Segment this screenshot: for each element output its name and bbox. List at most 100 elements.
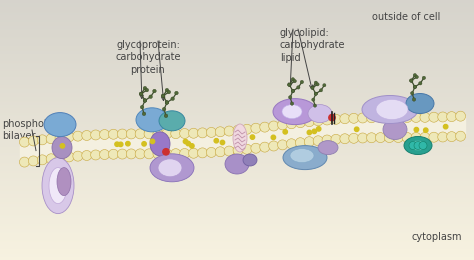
Circle shape bbox=[447, 132, 456, 142]
Circle shape bbox=[414, 127, 419, 132]
Circle shape bbox=[100, 150, 109, 160]
Circle shape bbox=[331, 114, 341, 124]
Circle shape bbox=[100, 129, 109, 140]
Circle shape bbox=[82, 131, 92, 140]
Circle shape bbox=[297, 86, 300, 89]
Circle shape bbox=[73, 151, 83, 161]
Circle shape bbox=[402, 113, 412, 122]
Ellipse shape bbox=[233, 124, 247, 152]
Circle shape bbox=[384, 133, 394, 142]
Circle shape bbox=[393, 113, 403, 122]
Circle shape bbox=[28, 156, 38, 166]
Circle shape bbox=[278, 120, 288, 130]
Circle shape bbox=[283, 130, 287, 134]
Circle shape bbox=[291, 77, 295, 81]
Circle shape bbox=[323, 84, 326, 87]
Circle shape bbox=[422, 76, 426, 80]
Circle shape bbox=[414, 141, 422, 149]
Ellipse shape bbox=[150, 154, 194, 182]
Circle shape bbox=[286, 119, 296, 129]
Ellipse shape bbox=[159, 111, 185, 131]
Circle shape bbox=[180, 148, 190, 159]
Circle shape bbox=[118, 129, 128, 139]
Circle shape bbox=[251, 143, 261, 153]
Circle shape bbox=[313, 104, 317, 107]
Circle shape bbox=[438, 112, 448, 122]
Circle shape bbox=[150, 139, 155, 144]
Circle shape bbox=[375, 133, 385, 143]
Text: outside of cell: outside of cell bbox=[372, 12, 440, 22]
Circle shape bbox=[171, 149, 181, 159]
Ellipse shape bbox=[150, 132, 170, 156]
Circle shape bbox=[144, 129, 154, 139]
Circle shape bbox=[340, 114, 350, 124]
Circle shape bbox=[456, 131, 465, 141]
Circle shape bbox=[293, 79, 296, 83]
Circle shape bbox=[224, 146, 234, 156]
Circle shape bbox=[165, 101, 169, 104]
Circle shape bbox=[288, 83, 291, 86]
Circle shape bbox=[153, 129, 163, 139]
Circle shape bbox=[183, 139, 188, 144]
Circle shape bbox=[311, 86, 314, 89]
Circle shape bbox=[375, 113, 385, 123]
Ellipse shape bbox=[136, 108, 168, 132]
Circle shape bbox=[109, 149, 118, 159]
Circle shape bbox=[55, 133, 65, 143]
Circle shape bbox=[142, 142, 146, 146]
Circle shape bbox=[358, 133, 368, 143]
Circle shape bbox=[143, 99, 147, 102]
Circle shape bbox=[319, 89, 323, 92]
Circle shape bbox=[322, 115, 332, 125]
Circle shape bbox=[224, 126, 234, 136]
Circle shape bbox=[312, 129, 317, 134]
Circle shape bbox=[429, 112, 439, 122]
Circle shape bbox=[413, 85, 417, 89]
Circle shape bbox=[295, 118, 305, 128]
Circle shape bbox=[46, 134, 56, 144]
Ellipse shape bbox=[283, 146, 327, 170]
Circle shape bbox=[126, 141, 130, 146]
Circle shape bbox=[251, 123, 261, 133]
Circle shape bbox=[135, 129, 145, 139]
Circle shape bbox=[419, 141, 427, 149]
Circle shape bbox=[161, 94, 165, 98]
Circle shape bbox=[233, 125, 243, 135]
Circle shape bbox=[214, 139, 219, 143]
Circle shape bbox=[420, 132, 430, 142]
Text: glycoprotein:
carbohydrate
protein: glycoprotein: carbohydrate protein bbox=[115, 40, 181, 75]
Circle shape bbox=[447, 112, 456, 122]
Circle shape bbox=[420, 112, 430, 122]
Circle shape bbox=[291, 89, 295, 93]
Text: glycolipid:
carbohydrate
lipid: glycolipid: carbohydrate lipid bbox=[280, 28, 346, 63]
Circle shape bbox=[312, 98, 315, 101]
Circle shape bbox=[73, 131, 83, 141]
Circle shape bbox=[366, 113, 376, 123]
Circle shape bbox=[126, 129, 136, 139]
Circle shape bbox=[412, 98, 416, 101]
Circle shape bbox=[260, 122, 270, 132]
Circle shape bbox=[410, 92, 414, 95]
Ellipse shape bbox=[225, 154, 249, 174]
Circle shape bbox=[171, 97, 174, 101]
Circle shape bbox=[456, 111, 465, 121]
Circle shape bbox=[144, 149, 154, 159]
Circle shape bbox=[162, 149, 172, 159]
Circle shape bbox=[140, 105, 144, 109]
Ellipse shape bbox=[383, 120, 407, 140]
Ellipse shape bbox=[308, 105, 332, 123]
Circle shape bbox=[413, 74, 417, 77]
Circle shape bbox=[307, 130, 311, 135]
Circle shape bbox=[37, 135, 47, 145]
Ellipse shape bbox=[57, 168, 71, 196]
Circle shape bbox=[143, 99, 147, 102]
Ellipse shape bbox=[376, 100, 408, 120]
Circle shape bbox=[189, 128, 199, 138]
Circle shape bbox=[189, 148, 199, 158]
Circle shape bbox=[419, 82, 422, 85]
Circle shape bbox=[402, 133, 412, 142]
Circle shape bbox=[171, 129, 181, 139]
Ellipse shape bbox=[406, 94, 434, 114]
Circle shape bbox=[153, 149, 163, 159]
Circle shape bbox=[288, 83, 291, 86]
